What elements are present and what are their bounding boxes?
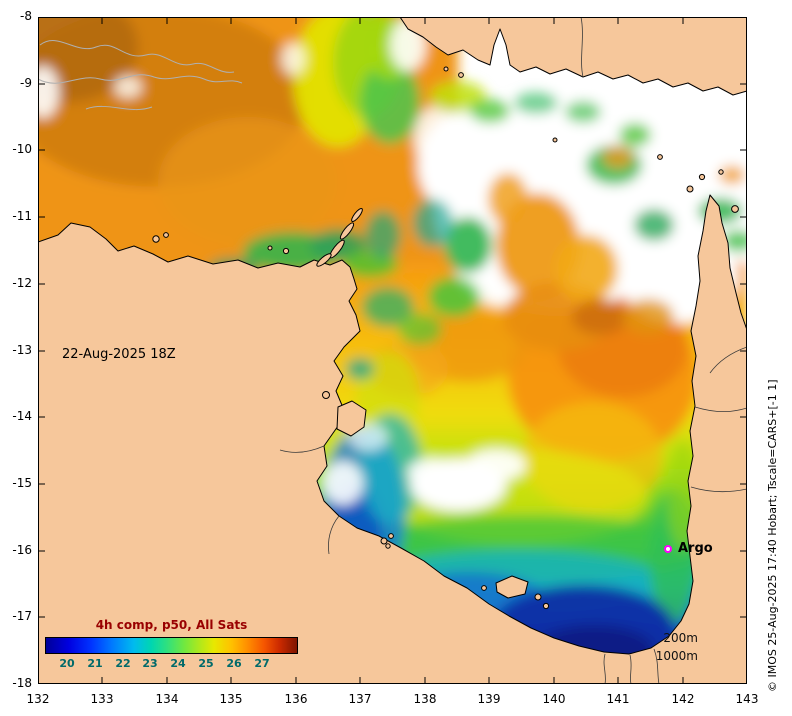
y-axis-tick-label: -9 [20,76,32,90]
x-axis-tick-label: 134 [155,692,179,706]
date-label: 22-Aug-2025 18Z [62,347,176,362]
x-axis-tick-label: 132 [26,692,50,706]
argo-float-label: Argo [678,541,713,556]
map-canvas [38,17,747,684]
axis-tick-marks [38,17,747,684]
colorbar-tick-label: 27 [254,657,270,670]
colorbar-tick-label: 25 [198,657,214,670]
x-axis-tick-label: 143 [735,692,759,706]
colorbar [45,637,298,654]
x-axis-tick-label: 136 [284,692,308,706]
argo-float-marker [664,545,672,553]
y-axis-tick-label: -14 [12,409,32,423]
colorbar-tick-label: 24 [170,657,186,670]
groote-eylandt [336,400,367,437]
colorbar-tick-label: 23 [142,657,158,670]
colorbar-tick-label: 20 [59,657,75,670]
y-axis-tick-label: -12 [12,276,32,290]
bathymetry-contours [38,40,243,111]
x-axis-tick-label: 140 [542,692,566,706]
y-axis-tick-label: -8 [20,9,32,23]
colorbar-tick-label: 21 [87,657,103,670]
australia-mainland [38,194,747,684]
y-axis-tick-label: -15 [12,476,32,490]
colorbar-title: 4h comp, p50, All Sats [95,618,248,632]
y-axis-tick-label: -10 [12,142,32,156]
mornington-island [495,575,529,599]
credit-text: © IMOS 25-Aug-2025 17:40 Hobart; Tscale=… [766,379,779,692]
y-axis-tick-label: -16 [12,543,32,557]
depth-contour-label-200m: 200m [663,631,698,645]
x-axis-tick-label: 142 [671,692,695,706]
land-layer [38,17,747,684]
y-axis-tick-label: -13 [12,343,32,357]
x-axis-tick-label: 137 [348,692,372,706]
x-axis-tick-label: 141 [606,692,630,706]
y-axis-tick-label: -17 [12,609,32,623]
y-axis-tick-label: -18 [12,676,32,690]
y-axis-tick-label: -11 [12,209,32,223]
x-axis-tick-label: 138 [413,692,437,706]
x-axis-tick-label: 135 [219,692,243,706]
colorbar-tick-label: 26 [226,657,242,670]
new-guinea [399,17,747,96]
x-axis-tick-label: 139 [477,692,501,706]
x-axis-tick-label: 133 [90,692,114,706]
river-lines [279,17,747,684]
colorbar-tick-label: 22 [115,657,131,670]
depth-contour-label-1000m: 1000m [655,649,698,663]
